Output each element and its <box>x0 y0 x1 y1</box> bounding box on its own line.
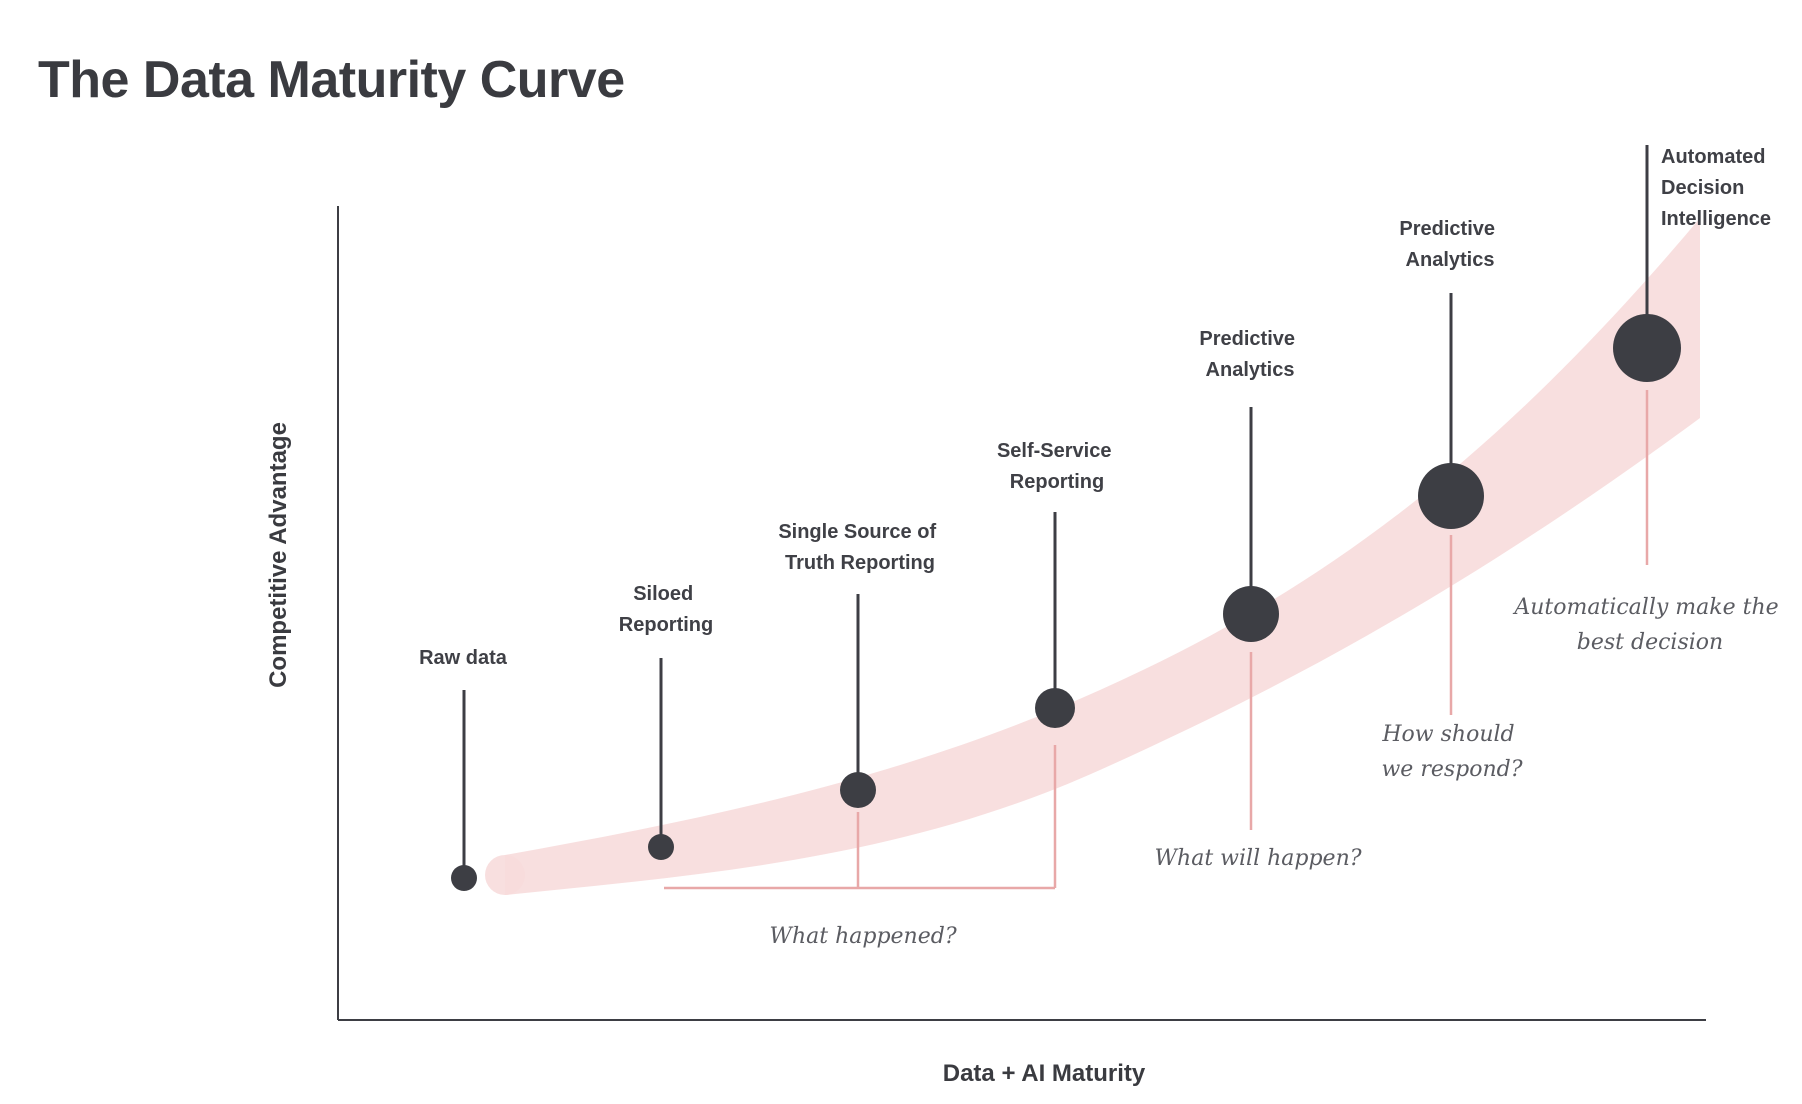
question-annotations: What happened? What will happen? How sho… <box>769 595 1785 949</box>
dot-automated <box>1613 314 1681 382</box>
maturity-band <box>505 218 1700 895</box>
question-how-should-we-respond: How should we respond? <box>1381 722 1522 782</box>
y-axis-label: Competitive Advantage <box>265 422 292 688</box>
question-automatically-make-best-decision: Automatically make the best decision <box>1512 595 1785 655</box>
label-siloed-reporting: Siloed Reporting <box>619 583 713 636</box>
x-axis-label: Data + AI Maturity <box>943 1060 1146 1087</box>
dot-single-source <box>840 772 876 808</box>
pink-stems <box>664 390 1649 890</box>
band-start-cap <box>485 855 525 895</box>
dot-siloed-reporting <box>648 834 674 860</box>
stage-labels: Raw data Siloed Reporting Single Source … <box>419 146 1771 669</box>
question-what-happened: What happened? <box>769 924 956 949</box>
dark-stems <box>462 145 1649 878</box>
dot-raw-data <box>451 865 477 891</box>
label-predictive-2: Predictive Analytics <box>1399 218 1500 271</box>
label-single-source: Single Source of Truth Reporting <box>778 521 941 574</box>
label-self-service: Self-Service Reporting <box>997 440 1117 493</box>
label-raw-data: Raw data <box>419 647 508 669</box>
page-title: The Data Maturity Curve <box>38 51 625 109</box>
dot-self-service <box>1035 688 1075 728</box>
stage-dots <box>451 314 1681 891</box>
dot-predictive-2 <box>1418 463 1484 529</box>
label-automated: Automated Decision Intelligence <box>1661 146 1771 230</box>
dot-predictive-1 <box>1223 586 1279 642</box>
label-predictive-1: Predictive Analytics <box>1199 328 1300 381</box>
question-what-will-happen: What will happen? <box>1154 846 1361 871</box>
